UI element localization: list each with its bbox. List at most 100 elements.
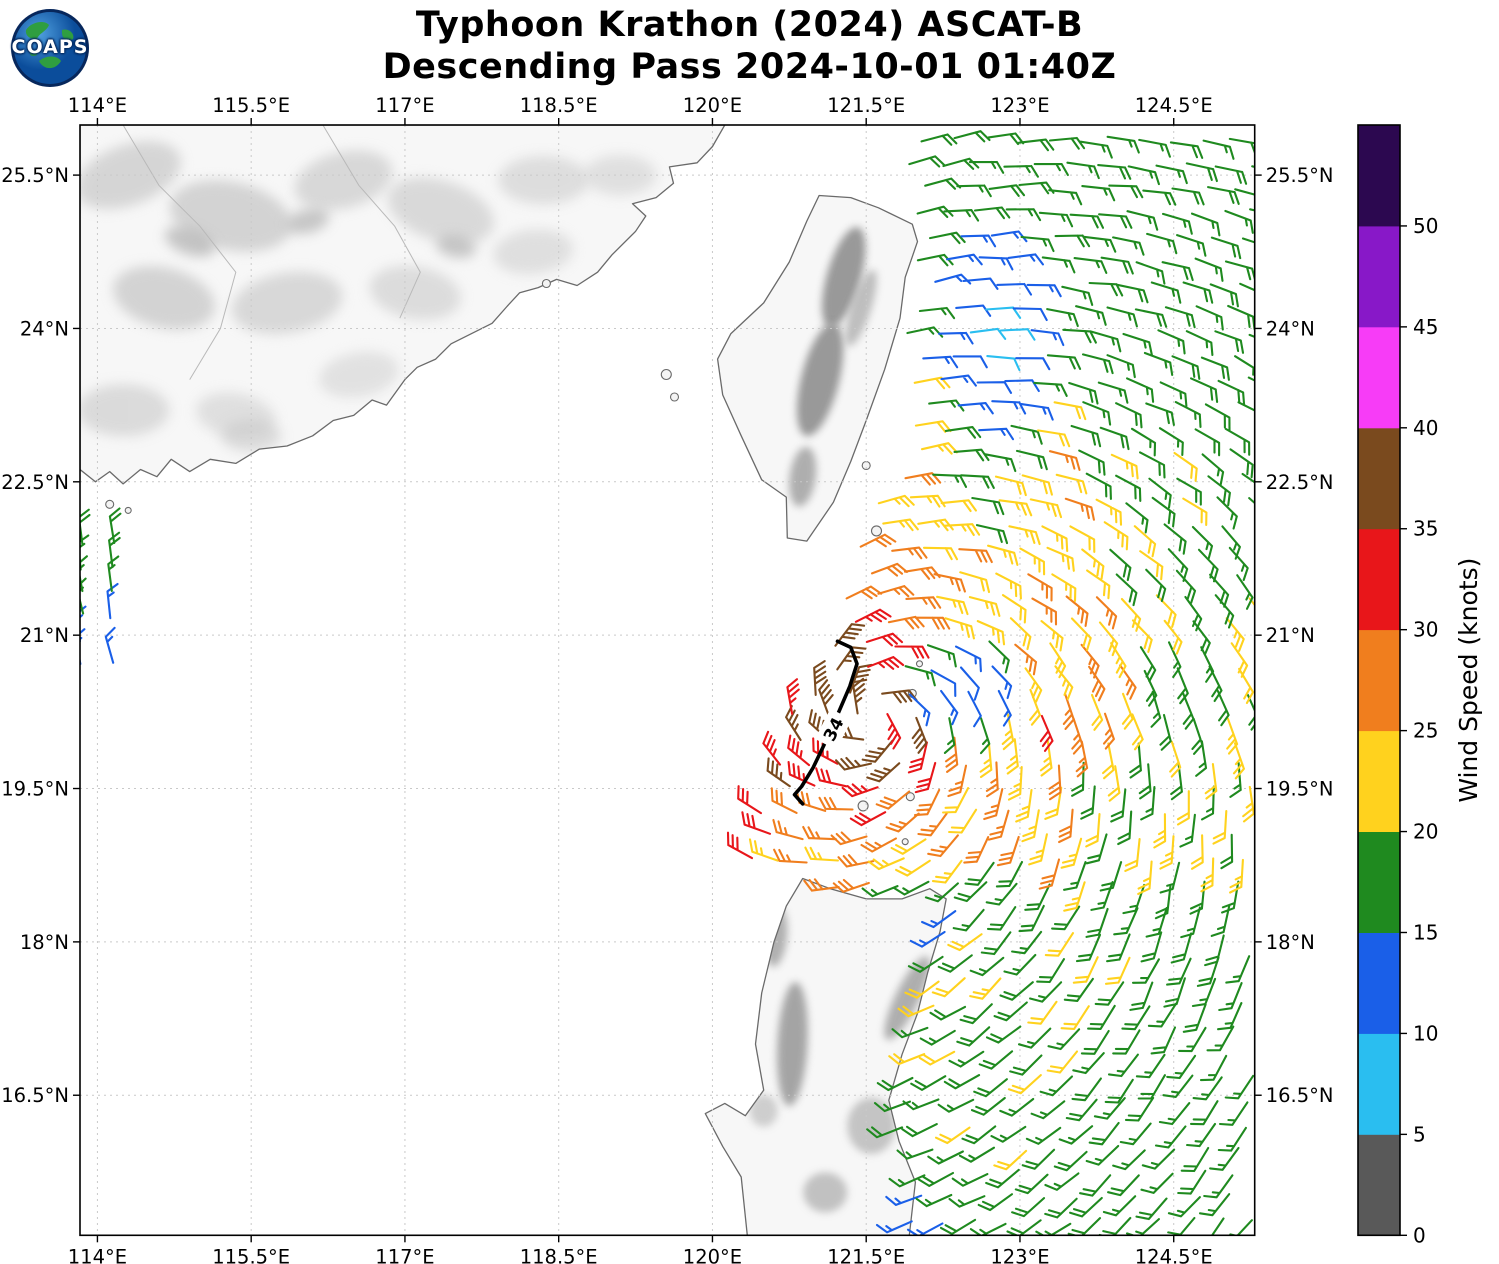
wind-barb [940,499,977,513]
wind-barb [1003,164,1039,178]
wind-barb [983,788,1004,821]
wind-barb [1024,883,1051,911]
colorbar-tick-label: 50 [1413,214,1438,238]
wind-barb [1098,1216,1132,1236]
wind-barb [1167,548,1189,582]
wind-barb [959,1003,993,1025]
wind-barb [1241,237,1255,244]
wind-barb [937,331,974,345]
wind-barb [1150,690,1162,728]
wind-barb [985,1168,1020,1189]
colorbar-segment [1358,125,1400,227]
lat-tick-label-left: 16.5°N [1,1084,69,1107]
wind-barb [1044,932,1075,957]
lon-tick-label-bottom: 120°E [683,1245,742,1264]
wind-barb [906,326,944,338]
wind-barb [766,757,791,788]
wind-barb [861,739,894,763]
wind-barb [1081,353,1114,375]
wind-barb [904,472,942,486]
colorbar-tick-label: 25 [1413,719,1438,743]
wind-barb [913,788,941,817]
wind-barb [1110,788,1127,823]
wind-barb [1206,1025,1235,1052]
wind-barb [1169,740,1182,778]
wind-barb [1217,1126,1247,1152]
wind-barb [106,582,119,620]
wind-barb [1001,713,1015,751]
wind-barb [1209,573,1230,608]
lat-tick-label-right: 19.5°N [1266,778,1334,801]
wind-barb [986,355,1021,372]
wind-barb [953,881,988,903]
wind-barb [1189,880,1206,915]
wind-barb [902,1098,940,1111]
wind-barb [1178,1026,1207,1053]
colorbar-tick-label: 5 [1413,1122,1426,1146]
wind-barb [877,585,915,598]
title-line-2: Descending Pass 2024-10-01 01:40Z [382,47,1117,87]
wind-barb [1009,1054,1043,1076]
wind-barb [1154,1125,1187,1149]
lon-tick-label-top: 118.5°E [520,94,598,117]
wind-barb [1075,305,1107,326]
wind-barb [1148,477,1172,509]
wind-barb [867,857,905,871]
lon-tick-label-bottom: 117°E [375,1245,434,1264]
lat-tick-label-right: 22.5°N [1266,471,1334,494]
wind-barb [1075,933,1102,963]
lon-tick-label-bottom: 124.5°E [1135,1245,1213,1264]
wind-barb [1106,354,1136,379]
wind-barb [914,616,951,630]
wind-barb [726,831,754,860]
wind-barb [1003,953,1037,976]
wind-barb [1081,185,1116,202]
wind-barb [985,882,1018,906]
wind-barb [983,453,1017,473]
wind-barb [1106,135,1140,154]
wind-barb [1051,905,1081,931]
terrain-shading [821,227,866,328]
lon-tick-label-bottom: 115.5°E [212,1245,290,1264]
wind-barb [1046,1050,1079,1074]
globe-continent [61,29,74,41]
wind-barb [960,234,997,248]
wind-barb [1147,1002,1178,1028]
wind-barb [942,157,980,170]
wind-barb [901,1123,938,1138]
wind-barb [971,496,1005,516]
wind-barb [1027,1000,1058,1025]
wind-barb [1225,955,1251,984]
lat-tick-label-left: 24°N [20,317,69,340]
luzon-coastline [704,877,947,1236]
wind-barb [933,573,966,593]
wind-barb [1184,595,1203,632]
wind-barb [1142,189,1177,206]
colorbar-tick-label: 30 [1413,618,1438,642]
wind-barb [849,811,887,827]
wind-barb [1099,426,1130,451]
wind-barb [987,809,1010,841]
terrain-shading [387,177,494,245]
wind-barb [907,741,928,774]
wind-barb [1110,642,1127,679]
wind-barb [1051,573,1077,602]
wind-barb [1068,381,1099,405]
island [901,838,909,846]
wind-barb [968,596,1001,617]
wind-barb [948,1195,986,1208]
wind-barb [1064,497,1095,521]
wind-barb [1229,858,1244,894]
wind-barb [905,596,942,610]
wind-barb [1126,210,1159,231]
terrain-shading [789,446,817,507]
wind-barb [1046,354,1082,370]
globe-continent [29,50,38,56]
wind-barb [1062,328,1097,344]
wind-barb [988,640,1010,674]
wind-barb [1239,282,1255,292]
wind-barb [1226,717,1239,755]
graticule [80,125,1255,1236]
wind-barb [866,762,901,783]
wind-barb [1182,497,1208,527]
